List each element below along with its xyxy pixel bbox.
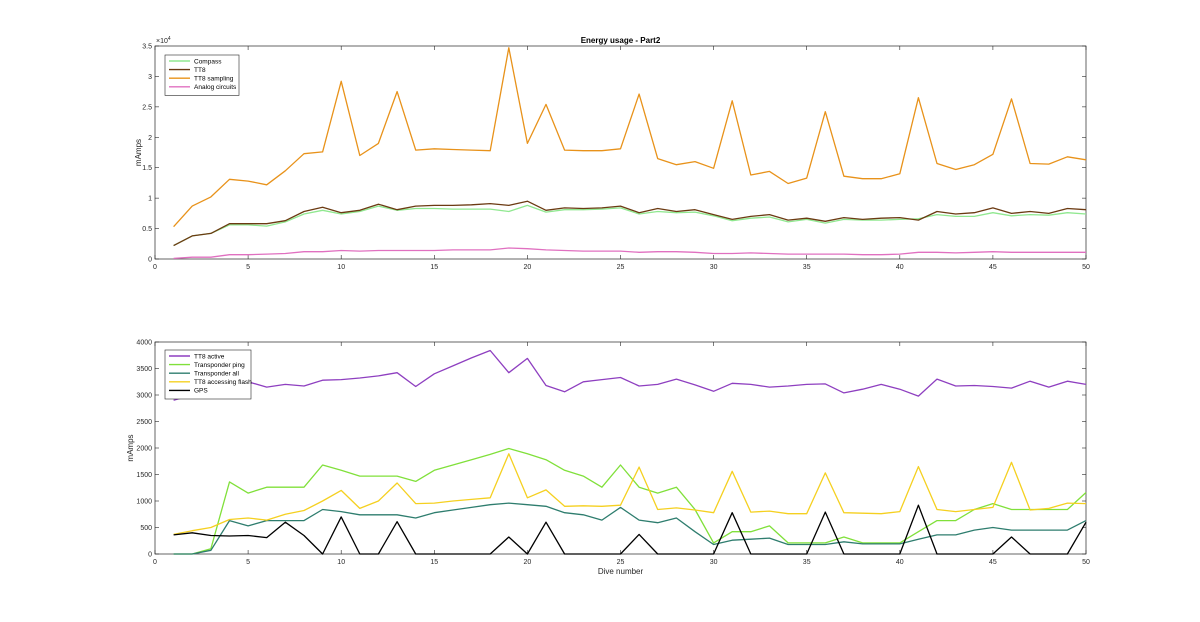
y-tick-label: 3: [148, 74, 152, 81]
y-tick-label: 1000: [136, 499, 152, 506]
series-line-transponder-ping: [173, 447, 1087, 555]
series-line-gps: [173, 504, 1087, 555]
chart-title: Energy usage - Part2: [581, 36, 661, 45]
y-tick-label: 4000: [136, 340, 152, 347]
y-tick-label: 3500: [136, 366, 152, 373]
plot-area: [154, 45, 1087, 260]
y-tick-label: 500: [140, 525, 152, 532]
legend-entry: TT8 accessing flash: [194, 379, 252, 386]
x-tick-label: 30: [710, 559, 718, 566]
y-axis-exponent-base: ×10: [156, 38, 168, 45]
x-tick-label: 10: [337, 264, 345, 271]
x-axis-label: Dive number: [598, 567, 644, 576]
y-tick-label: 3.5: [142, 44, 152, 51]
legend-entry: Transponder all: [194, 371, 239, 378]
legend-entry: Transponder ping: [194, 362, 245, 369]
energy-axes-bottom: mAmps Dive number 0 5 10 15 20 25 30 35 40 45 5005…: [126, 340, 1090, 577]
y-tick-label: 2.5: [142, 104, 152, 111]
y-tick-label: 1.5: [142, 165, 152, 172]
series-line-compass: [173, 204, 1087, 247]
legend-entry: TT8 active: [194, 353, 225, 360]
legend-entry: TT8 sampling: [194, 76, 234, 83]
y-axis-label-bottom: mAmps: [126, 434, 135, 461]
series-line-tt8: [173, 200, 1087, 247]
series-line-analog-circuits: [173, 247, 1086, 260]
x-tick-label: 25: [617, 264, 625, 271]
x-tick-label: 20: [524, 264, 532, 271]
y-axis-label-top: mAmps: [134, 139, 143, 166]
legend-entry: Analog circuits: [194, 84, 237, 91]
legend-box: [164, 54, 240, 96]
x-tick-label: 5: [246, 559, 250, 566]
x-tick-label: 10: [337, 559, 345, 566]
y-axis-exponent: ×104: [156, 36, 171, 45]
series-line-tt8-sampling: [173, 47, 1087, 228]
x-tick-label: 40: [896, 559, 904, 566]
y-tick-label: 0.5: [142, 226, 152, 233]
legend-entry: Compass: [194, 58, 222, 65]
x-tick-label: 45: [989, 559, 997, 566]
x-tick-label: 25: [617, 559, 625, 566]
y-tick-label: 1: [148, 196, 152, 203]
x-tick-label: 40: [896, 264, 904, 271]
legend-entry: GPS: [194, 388, 208, 395]
x-tick-label: 0: [153, 559, 157, 566]
plot-area: [154, 341, 1087, 555]
x-tick-label: 50: [1082, 264, 1090, 271]
y-tick-label: 0: [148, 257, 152, 264]
x-tick-label: 5: [246, 264, 250, 271]
x-tick-label: 20: [524, 559, 532, 566]
series-line-transponder-all: [173, 502, 1087, 555]
y-tick-label: 3000: [136, 393, 152, 400]
x-tick-label: 35: [803, 559, 811, 566]
x-tick-label: 45: [989, 264, 997, 271]
y-tick-label: 2000: [136, 446, 152, 453]
y-tick-label: 0: [148, 552, 152, 559]
x-tick-label: 50: [1082, 559, 1090, 566]
legend-entry: TT8: [194, 67, 206, 74]
x-tick-label: 0: [153, 264, 157, 271]
series-line-tt8-active: [173, 349, 1087, 401]
y-tick-label: 2: [148, 135, 152, 142]
y-axis-exponent-power: 4: [168, 36, 171, 42]
x-tick-label: 15: [430, 559, 438, 566]
legend-box: [164, 349, 252, 400]
y-tick-label: 2500: [136, 419, 152, 426]
energy-axes-top: mAmps ×104 0 5 10 15 20 25 30 35 40 45 50 0 0.5 1 1.5 2…: [134, 36, 1090, 271]
x-tick-label: 35: [803, 264, 811, 271]
y-tick-label: 1500: [136, 472, 152, 479]
x-tick-label: 15: [430, 264, 438, 271]
x-tick-label: 30: [710, 264, 718, 271]
series-line-tt8-accessing-flash: [173, 453, 1087, 536]
